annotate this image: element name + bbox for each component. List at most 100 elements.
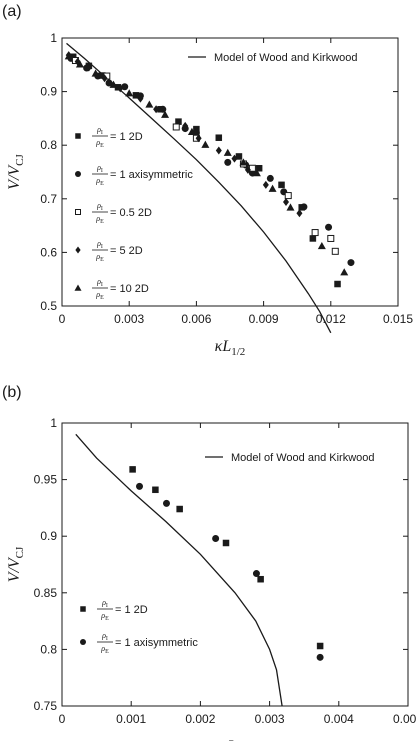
legend-num-sub: I — [101, 282, 103, 288]
y-axis-label-main: V/V — [6, 556, 23, 582]
legend-fraction-den: ρE — [95, 214, 104, 225]
data-point-circle-filled — [105, 79, 113, 87]
data-point-square-filled — [255, 164, 263, 172]
data-point-square-filled — [176, 505, 183, 513]
y-axis-label-main: V/V — [6, 164, 23, 190]
data-point-triangle-filled — [64, 52, 73, 60]
x-tick-label: 0.012 — [316, 312, 346, 326]
legend-fraction-num: ρI — [96, 163, 103, 174]
legend-num: ρ — [96, 239, 101, 248]
x-tick-label: 0.006 — [181, 312, 211, 326]
data-point-triangle-filled — [109, 80, 118, 88]
legend-num: ρ — [96, 125, 101, 134]
legend-fraction-num: ρI — [96, 277, 103, 288]
legend-den-sub: E — [105, 649, 109, 655]
plot-frame — [61, 37, 399, 307]
y-tick-label: 0.9 — [40, 529, 57, 543]
legend-num: ρ — [96, 163, 101, 172]
data-point-circle-filled — [316, 653, 324, 661]
data-point-triangle-filled — [125, 89, 134, 97]
legend-num: ρ — [101, 598, 106, 607]
data-point-diamond-filled — [244, 165, 251, 174]
legend-den-sub: E — [100, 181, 104, 187]
y-tick-label: 0.95 — [34, 473, 58, 487]
legend-series-label: = 1 axisymmetric — [110, 169, 193, 181]
legend-line-label: Model of Wood and Kirkwood — [214, 52, 358, 64]
data-point-circle-filled — [159, 105, 167, 113]
model-curve-line — [66, 42, 332, 334]
y-tick-label: 0.6 — [40, 245, 57, 259]
data-point-square-filled — [222, 539, 230, 547]
legend-den: ρ — [95, 252, 100, 261]
legend-num: ρ — [96, 277, 101, 286]
legend-marker — [75, 133, 81, 139]
data-point-triangle-filled — [286, 203, 295, 211]
legend-num-sub: I — [106, 636, 108, 642]
y-tick-label: 0.75 — [34, 699, 58, 713]
x-tick-label: 0 — [59, 712, 66, 726]
legend-series-label: = 5 2D — [110, 245, 143, 257]
series-4 — [64, 52, 349, 276]
data-point-triangle-filled — [317, 241, 326, 250]
x-tick-label: 0.005 — [393, 712, 416, 726]
x-tick-label: 0 — [59, 312, 66, 326]
x-tick-label: 0.003 — [114, 312, 144, 326]
y-axis-label: V/VCJ — [6, 153, 26, 189]
data-point-triangle-filled — [340, 268, 349, 276]
x-axis-label-sub: 1/2 — [231, 346, 245, 358]
legend-fraction-den: ρE — [95, 290, 104, 301]
x-axis-label-main: κL — [215, 338, 232, 355]
x-tick-label: 0.015 — [383, 312, 413, 326]
data-point-triangle-filled — [252, 169, 261, 177]
data-point-triangle-filled — [145, 100, 154, 108]
data-point-diamond-filled — [215, 146, 222, 155]
legend-num-sub: I — [101, 130, 103, 136]
data-point-triangle-filled — [75, 60, 84, 68]
legend-num-sub: I — [101, 168, 103, 174]
y-tick-label: 0.5 — [40, 299, 57, 313]
legend-series-label: = 10 2D — [110, 283, 149, 295]
legend-marker — [80, 639, 86, 645]
data-point-triangle-filled — [268, 184, 277, 192]
data-point-square-open — [284, 192, 292, 200]
data-point-diamond-filled — [153, 105, 160, 114]
legend-series-label: = 1 axisymmetric — [115, 637, 198, 649]
y-tick-label: 0.85 — [34, 586, 58, 600]
data-point-diamond-filled — [182, 121, 189, 130]
x-axis-label-main: κL — [220, 738, 237, 741]
legend-marker — [75, 209, 81, 215]
panel-label-b: (b) — [2, 384, 22, 401]
legend-den: ρ — [95, 176, 100, 185]
series-1 — [136, 482, 324, 661]
data-point-circle-filled — [325, 223, 333, 231]
plot-frame — [61, 422, 409, 707]
legend-num: ρ — [96, 201, 101, 210]
data-point-square-filled — [257, 575, 264, 583]
legend-den: ρ — [100, 611, 105, 620]
data-point-square-filled — [309, 235, 317, 242]
legend-den: ρ — [95, 138, 100, 147]
legend-marker — [75, 171, 81, 177]
data-point-circle-filled — [162, 499, 170, 507]
data-point-circle-filled — [300, 203, 308, 211]
legend-fraction-num: ρI — [96, 125, 103, 136]
y-axis-label: V/VCJ — [6, 546, 26, 582]
data-point-square-open — [331, 247, 339, 255]
data-point-diamond-filled — [262, 180, 269, 189]
data-point-square-filled — [215, 134, 223, 141]
panel-label-a: (a) — [2, 3, 22, 20]
data-point-square-filled — [235, 153, 243, 160]
x-tick-label: 0.002 — [185, 712, 215, 726]
data-point-circle-filled — [136, 482, 144, 490]
x-axis-label: κL1/2 — [220, 738, 251, 741]
legend-den-sub: E — [100, 295, 104, 301]
legend-line-label: Model of Wood and Kirkwood — [231, 452, 375, 464]
data-point-diamond-filled — [296, 209, 303, 218]
y-tick-label: 0.8 — [40, 642, 57, 656]
legend-den-sub: E — [105, 616, 109, 622]
